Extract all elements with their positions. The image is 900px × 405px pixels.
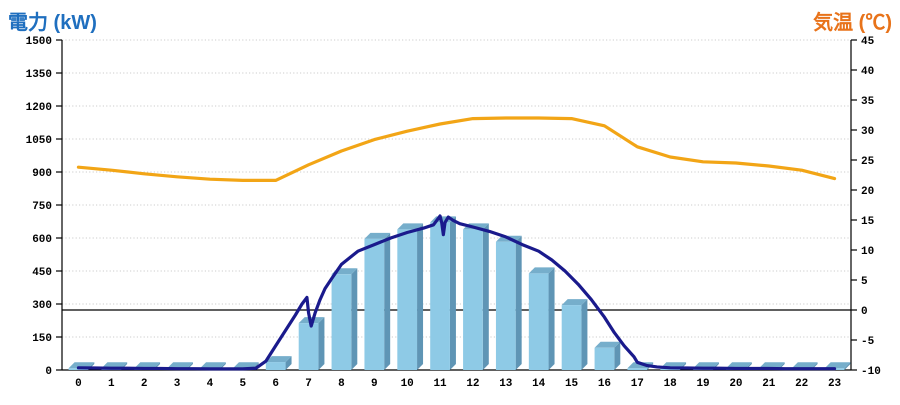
svg-text:0: 0: [75, 378, 82, 390]
svg-text:600: 600: [32, 234, 52, 246]
svg-text:22: 22: [795, 378, 808, 390]
svg-text:0: 0: [45, 366, 52, 378]
svg-text:5: 5: [861, 276, 868, 288]
svg-text:5: 5: [240, 378, 247, 390]
svg-text:150: 150: [32, 333, 52, 345]
svg-text:1350: 1350: [26, 69, 52, 81]
svg-text:16: 16: [598, 378, 611, 390]
svg-text:10: 10: [401, 378, 414, 390]
svg-text:300: 300: [32, 300, 52, 312]
svg-text:14: 14: [532, 378, 546, 390]
svg-text:-5: -5: [861, 336, 875, 348]
svg-text:8: 8: [338, 378, 345, 390]
svg-text:7: 7: [305, 378, 312, 390]
svg-text:15: 15: [861, 216, 875, 228]
svg-text:3: 3: [174, 378, 181, 390]
svg-text:23: 23: [828, 378, 842, 390]
svg-text:17: 17: [631, 378, 644, 390]
svg-text:4: 4: [207, 378, 214, 390]
svg-text:1: 1: [108, 378, 115, 390]
svg-text:40: 40: [861, 66, 874, 78]
svg-text:15: 15: [565, 378, 579, 390]
svg-text:21: 21: [762, 378, 776, 390]
svg-text:18: 18: [664, 378, 678, 390]
svg-text:450: 450: [32, 267, 52, 279]
svg-text:9: 9: [371, 378, 378, 390]
svg-text:25: 25: [861, 156, 875, 168]
svg-text:900: 900: [32, 168, 52, 180]
svg-text:1050: 1050: [26, 135, 52, 147]
svg-text:45: 45: [861, 36, 875, 48]
svg-text:20: 20: [861, 186, 874, 198]
svg-text:11: 11: [433, 378, 447, 390]
svg-text:0: 0: [861, 306, 868, 318]
svg-text:2: 2: [141, 378, 148, 390]
svg-text:1500: 1500: [26, 36, 52, 48]
svg-text:19: 19: [696, 378, 709, 390]
svg-text:-10: -10: [861, 366, 881, 378]
svg-text:35: 35: [861, 96, 875, 108]
svg-text:6: 6: [272, 378, 279, 390]
svg-text:20: 20: [729, 378, 742, 390]
svg-text:10: 10: [861, 246, 874, 258]
svg-text:1200: 1200: [26, 102, 52, 114]
svg-text:30: 30: [861, 126, 874, 138]
svg-text:12: 12: [466, 378, 479, 390]
svg-text:750: 750: [32, 201, 52, 213]
svg-text:13: 13: [499, 378, 513, 390]
